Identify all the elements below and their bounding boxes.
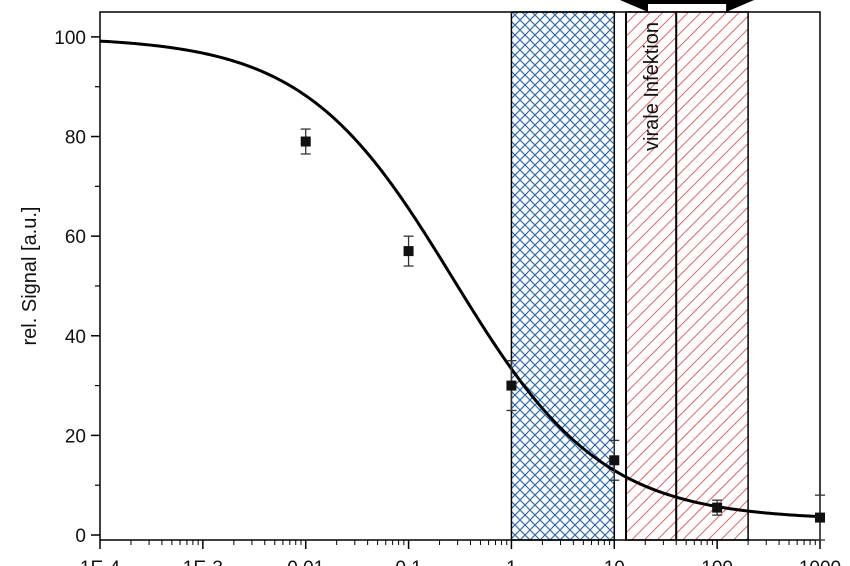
x-tick-label: 0.01 bbox=[287, 558, 324, 566]
x-tick-label: 10 bbox=[604, 558, 625, 566]
data-point-4 bbox=[609, 439, 620, 481]
x-tick-labels: 1E-4 1E-3 0.01 0.1 1 10 100 1000 bbox=[80, 558, 841, 566]
data-point-1 bbox=[300, 128, 311, 155]
marker bbox=[506, 380, 517, 391]
top-arrow bbox=[620, 0, 755, 12]
y-tick-label: 100 bbox=[54, 28, 86, 49]
y-tick-label: 60 bbox=[65, 227, 86, 248]
band-label-virale-infektion: virale Infektion bbox=[641, 22, 663, 151]
marker bbox=[712, 502, 723, 513]
x-tick-label: 1E-4 bbox=[80, 558, 121, 566]
data-point-5 bbox=[712, 499, 723, 516]
marker bbox=[403, 246, 414, 257]
shaded-region-3 bbox=[675, 11, 749, 541]
y-tick-labels: 0 20 40 60 80 100 bbox=[54, 28, 86, 547]
shaded-region-2 bbox=[625, 11, 677, 541]
x-tick-label: 0.1 bbox=[395, 558, 421, 566]
marker bbox=[815, 512, 825, 523]
y-tick-label: 20 bbox=[65, 426, 86, 447]
shaded-regions bbox=[510, 11, 749, 541]
x-tick-label: 1 bbox=[506, 558, 517, 566]
y-tick-label: 40 bbox=[65, 327, 86, 348]
y-tick-label: 80 bbox=[65, 128, 86, 149]
fit-curve bbox=[99, 39, 821, 519]
x-tick-label: 1E-3 bbox=[183, 558, 223, 566]
x-tick-label: 100 bbox=[701, 558, 733, 566]
marker bbox=[300, 136, 311, 147]
data-point-6 bbox=[815, 494, 825, 541]
x-tick-label: 1000 bbox=[799, 558, 841, 566]
plot-frame bbox=[99, 11, 821, 541]
data-point-2 bbox=[403, 235, 414, 267]
arrow-head-left bbox=[620, 0, 649, 12]
data-point-3 bbox=[506, 360, 517, 412]
y-axis-label: rel. Signal [a.u.] bbox=[19, 207, 41, 346]
marker bbox=[609, 455, 620, 466]
arrow-head-right bbox=[726, 0, 755, 12]
y-tick-label: 0 bbox=[75, 526, 86, 547]
shaded-region-1 bbox=[510, 11, 616, 541]
data-points bbox=[300, 128, 825, 541]
vertical-lines bbox=[625, 12, 678, 540]
axis-ticks bbox=[91, 36, 821, 549]
